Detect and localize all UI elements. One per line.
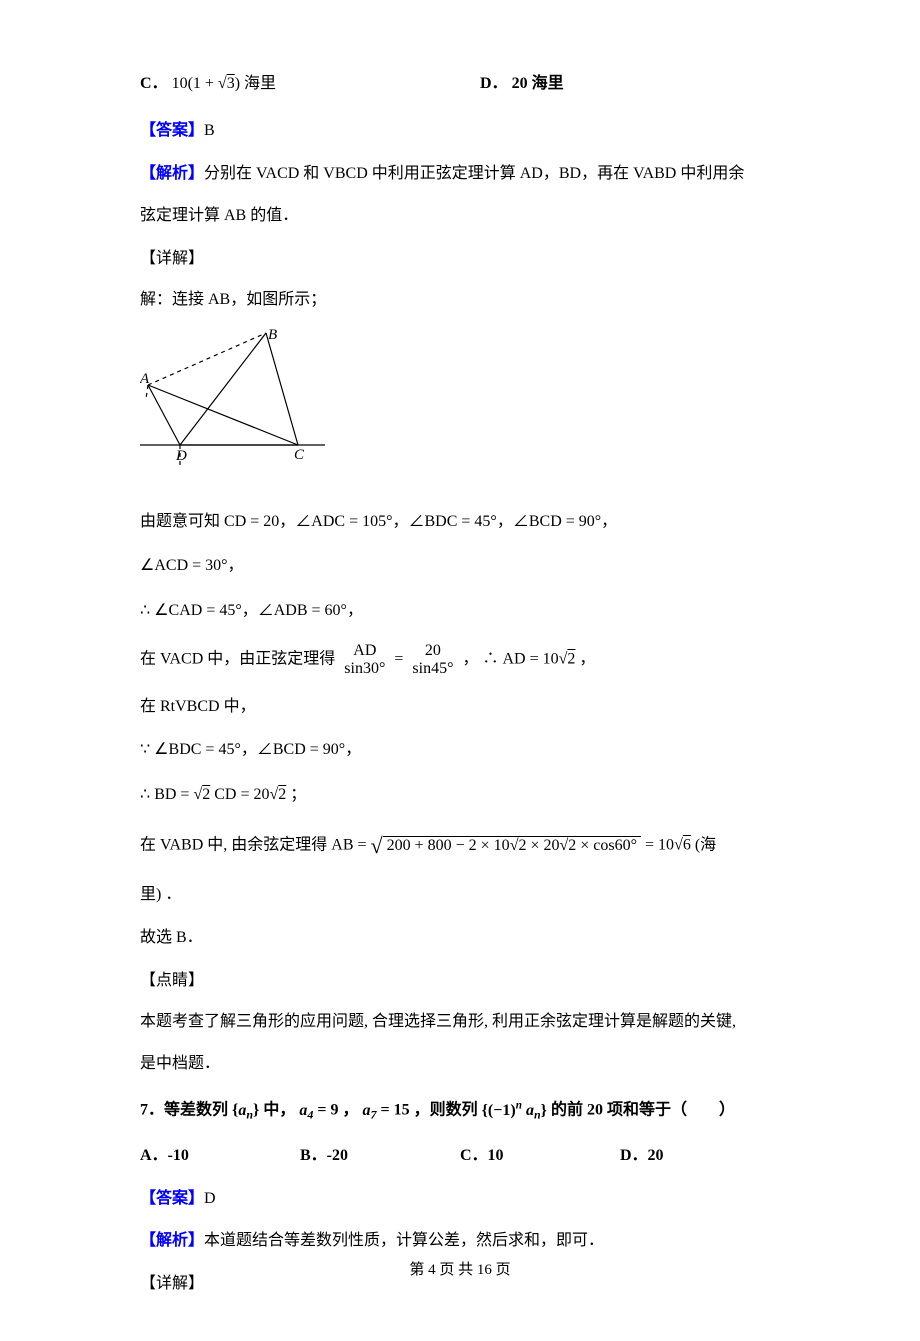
q7-mid2: ，则数列 xyxy=(414,1102,478,1119)
line-cad: ∴ ∠CAD = 45°，∠ADB = 60°， xyxy=(140,597,780,626)
q7-opt-d: D．20 xyxy=(620,1142,780,1171)
option-c-value: 10(1 + √3) 海里 xyxy=(172,75,276,92)
option-c-prefix: C． xyxy=(140,75,168,92)
q7-comma1: ， xyxy=(342,1102,358,1119)
frac-20-sin45: 20 sin45° xyxy=(409,642,456,677)
q7-opt-a: A．-10 xyxy=(140,1142,300,1171)
answer-value: B xyxy=(204,122,215,139)
line-bdc: ∵ ∠BDC = 45°，∠BCD = 90°， xyxy=(140,736,780,765)
analysis-text-2: 弦定理计算 AB 的值． xyxy=(140,202,780,231)
diagram-svg: A B C D xyxy=(140,329,330,479)
analysis-block: 【解析】分别在 VACD 和 VBCD 中利用正弦定理计算 AD，BD，再在 V… xyxy=(140,160,780,189)
footer-t1: 第 xyxy=(409,1262,428,1278)
q7-opt-b: B．-20 xyxy=(300,1142,460,1171)
frac1-num: AD xyxy=(350,642,379,660)
answer-line: 【答案】B xyxy=(140,117,780,146)
line-vabd: 在 VABD 中, 由余弦定理得 AB = √200 + 800 − 2 × 1… xyxy=(140,826,780,866)
q7-answer-label: 【答案】 xyxy=(140,1190,204,1207)
line-acd: ∠ACD = 30°， xyxy=(140,552,780,581)
q7-tail: 的前 20 项和等于（ ） xyxy=(551,1102,735,1119)
detail-title: 【详解】 xyxy=(140,245,780,274)
option-c: C． 10(1 + √3) 海里 xyxy=(140,70,440,99)
line-connect: 解：连接 AB，如图所示； xyxy=(140,286,780,315)
line-rtvbcd: 在 RtVBCD 中， xyxy=(140,693,780,722)
frac2-den: sin45° xyxy=(409,660,456,678)
svg-text:B: B xyxy=(268,329,277,343)
option-d-value: 20 海里 xyxy=(512,75,564,92)
q7-options: A．-10 B．-20 C．10 D．20 xyxy=(140,1142,780,1171)
frac2-num: 20 xyxy=(422,642,444,660)
radicand: 200 + 800 − 2 × 10√2 × 20√2 × cos60° xyxy=(383,836,641,854)
analysis-text-1: 分别在 VACD 和 VBCD 中利用正弦定理计算 AD，BD，再在 VABD … xyxy=(204,165,744,182)
analysis-label: 【解析】 xyxy=(140,165,204,182)
equals-1: = xyxy=(394,650,407,667)
footer-page: 4 xyxy=(428,1262,436,1278)
option-d: D． 20 海里 xyxy=(440,70,780,99)
svg-text:C: C xyxy=(294,447,305,463)
q7-analysis-text: 本道题结合等差数列性质，计算公差，然后求和，即可． xyxy=(204,1232,604,1249)
q7-mid1: 中， xyxy=(263,1102,295,1119)
q7-analysis-line: 【解析】本道题结合等差数列性质，计算公差，然后求和，即可． xyxy=(140,1227,780,1256)
question-7: 7．等差数列 {an} 中， a4 = 9 ， a7 = 15 ，则数列 {(−… xyxy=(140,1095,780,1126)
frac-ad-sin30: AD sin30° xyxy=(341,642,388,677)
footer-t3: 页 xyxy=(496,1262,511,1278)
option-d-prefix: D． xyxy=(480,75,508,92)
line-choose-b: 故选 B． xyxy=(140,924,780,953)
option-row-cd: C． 10(1 + √3) 海里 D． 20 海里 xyxy=(140,70,780,99)
page-footer: 第 4 页 共 16 页 xyxy=(0,1257,920,1284)
vabd-tail: = 10√6 (海 xyxy=(645,836,716,853)
sqrt-long: √200 + 800 − 2 × 10√2 × 20√2 × cos60° xyxy=(371,826,642,866)
line-bd: ∴ BD = √2 CD = 20√2 ； xyxy=(140,781,780,810)
line-vabd-prefix: 在 VABD 中, 由余弦定理得 AB = xyxy=(140,836,371,853)
line-vacd: 在 VACD 中，由正弦定理得 AD sin30° = 20 sin45° ， … xyxy=(140,642,780,677)
q7-analysis-label: 【解析】 xyxy=(140,1232,204,1249)
vacd-tail: ， ∴ AD = 10√2 ， xyxy=(462,650,595,667)
line-vacd-prefix: 在 VACD 中，由正弦定理得 xyxy=(140,650,339,667)
q7-prefix: 7．等差数列 xyxy=(140,1102,228,1119)
line-haili: 里) ． xyxy=(140,881,780,910)
geometry-diagram: A B C D xyxy=(140,329,780,490)
answer-label: 【答案】 xyxy=(140,122,204,139)
q7-answer-line: 【答案】D xyxy=(140,1185,780,1214)
footer-total: 16 xyxy=(477,1262,492,1278)
footer-t2: 页 共 xyxy=(439,1262,477,1278)
dianjing-text-1: 本题考查了解三角形的应用问题, 合理选择三角形, 利用正余弦定理计算是解题的关键… xyxy=(140,1008,780,1037)
q7-opt-c: C．10 xyxy=(460,1142,620,1171)
dianjing-text-2: 是中档题． xyxy=(140,1050,780,1079)
svg-text:D: D xyxy=(175,448,187,464)
frac1-den: sin30° xyxy=(341,660,388,678)
q7-answer-value: D xyxy=(204,1190,216,1207)
line-given: 由题意可知 CD = 20，∠ADC = 105°，∠BDC = 45°，∠BC… xyxy=(140,508,780,537)
dianjing-title: 【点睛】 xyxy=(140,967,780,996)
svg-text:A: A xyxy=(140,371,150,387)
